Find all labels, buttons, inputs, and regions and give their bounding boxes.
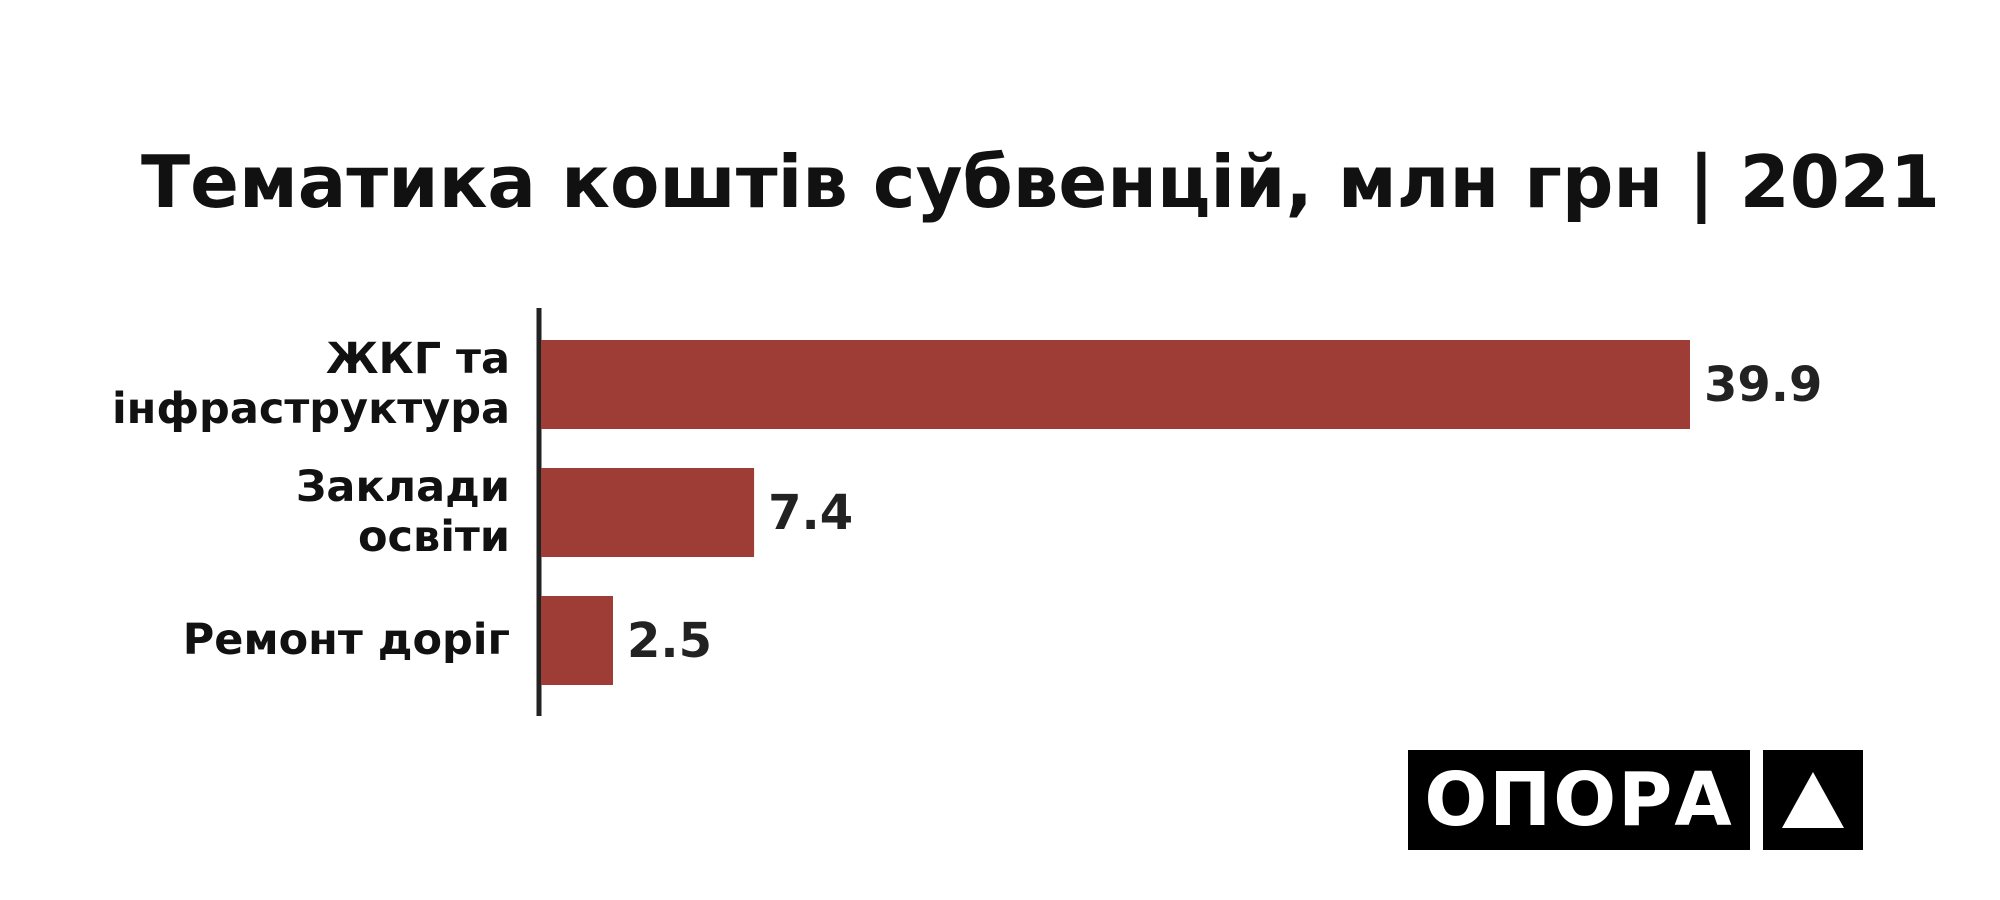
chart-title: Тематика коштів субвенцій, млн грн | 202… <box>141 140 1940 224</box>
bar <box>541 340 1690 429</box>
category-label: ЖКГ та інфраструктура <box>111 334 511 434</box>
bar <box>541 596 613 685</box>
logo-triangle <box>1782 772 1844 828</box>
value-label: 7.4 <box>768 484 854 541</box>
category-label: Заклади освіти <box>295 462 510 562</box>
value-label: 39.9 <box>1704 356 1823 413</box>
category-label: Ремонт доріг <box>182 614 510 665</box>
value-label: 2.5 <box>626 612 713 669</box>
bar <box>541 468 755 557</box>
logo-text: ОПОРА <box>1408 750 1750 850</box>
